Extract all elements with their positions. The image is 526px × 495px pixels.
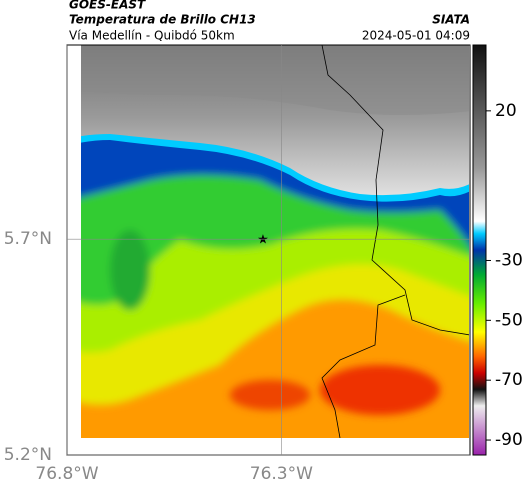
lat-tick-label: 5.2°N: [4, 445, 52, 465]
axes: 76.8°W 76.3°W 5.7°N 5.2°N 20 -30 -50 -70 -90: [4, 45, 523, 484]
title: GOES-EAST: [69, 0, 146, 12]
colorbar-tick-label: -30: [495, 250, 523, 270]
colorbar-tick-label: 20: [495, 101, 517, 121]
colorbar-tick-label: -50: [495, 310, 523, 330]
datetime: 2024-05-01 04:09: [362, 29, 470, 43]
place: Vía Medellín - Quibdó 50km: [69, 29, 235, 43]
borders: [321, 45, 469, 438]
lon-tick-label: 76.8°W: [35, 464, 98, 484]
subtitle: Temperatura de Brillo CH13: [69, 13, 256, 27]
lon-tick-label: 76.3°W: [250, 464, 313, 484]
colorbar-tick-label: -90: [495, 430, 523, 450]
satellite-image: [81, 45, 469, 438]
source: SIATA: [432, 13, 470, 27]
colorbar-tick-label: -70: [495, 370, 523, 390]
colorbar: [472, 44, 487, 456]
lat-tick-label: 5.7°N: [4, 229, 52, 249]
city-marker: ★: [257, 233, 269, 248]
